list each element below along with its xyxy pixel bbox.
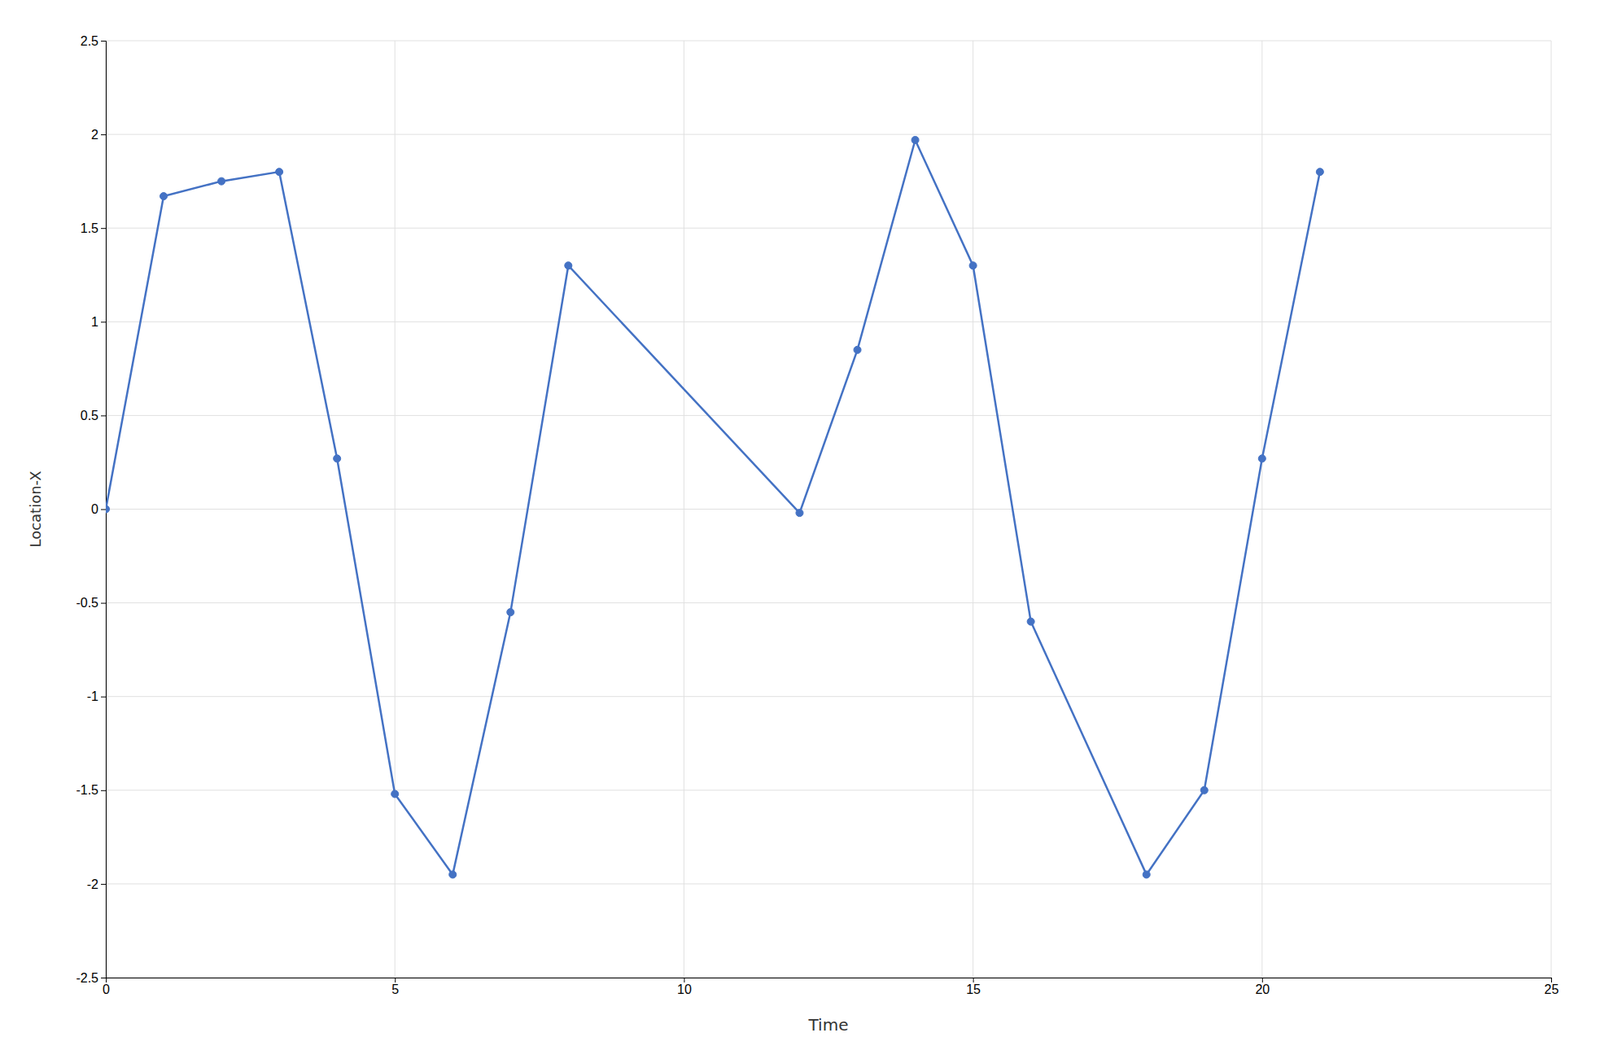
y-tick-label: 0.5 [80,408,99,423]
y-tick-label: 1 [91,314,99,329]
y-grid-line [105,883,1552,884]
y-tick-label: -0.5 [75,595,99,610]
y-tick-label: -2 [87,877,99,892]
x-tick-label: 5 [391,982,399,997]
x-tick: 15 [966,977,981,997]
y-tick-mark [100,603,106,604]
y-tick: 1 [91,314,106,329]
point [275,168,284,176]
point [507,608,515,617]
point [391,790,399,798]
point [969,262,977,270]
point [160,192,168,201]
y-tick: 2 [91,127,106,142]
y-grid-line [105,227,1552,229]
y-tick-mark [100,134,106,136]
x-axis-title: Time [808,1014,849,1035]
y-tick-label: -1.5 [75,782,99,797]
y-tick-mark [100,40,106,42]
y-tick-mark [100,227,106,229]
y-tick: 1.5 [80,221,106,236]
y-tick-mark [100,321,106,323]
x-tick-mark [1551,977,1552,983]
x-tick-label: 10 [677,982,692,997]
y-grid-line [105,321,1552,323]
y-grid-line [105,508,1552,510]
y-grid-line [105,789,1552,791]
y-grid-line [105,695,1552,697]
y-tick-mark [100,883,106,885]
point [218,177,226,185]
point [853,345,862,354]
y-tick-mark [100,696,106,698]
x-tick-label: 0 [102,982,110,997]
x-tick-mark [1262,977,1264,983]
point [1315,168,1324,176]
y-tick-label: 2.5 [80,34,99,49]
y-axis-title: Location-X [26,470,44,547]
point [1142,870,1150,879]
x-tick-label: 20 [1254,982,1270,997]
point [105,505,110,513]
chart: 0 5 10 15 20 25 -2.5 -2 -1.5 -1 -0.5 0 0.5 1 1.5 2 2.5 Ti… [0,0,1600,1059]
y-grid-line [105,415,1552,416]
point [1200,786,1208,794]
y-tick-mark [100,977,106,979]
x-tick-label: 25 [1544,982,1560,997]
y-tick: -2 [87,877,106,892]
x-tick-mark [394,977,396,983]
y-grid-line [105,134,1552,136]
x-tick: 0 [102,977,110,997]
x-tick-mark [973,977,975,983]
line [105,139,1321,875]
y-tick: -1.5 [75,782,106,797]
grid [105,40,1552,978]
x-axis-line [106,978,1552,984]
y-tick-label: 0 [91,502,99,516]
y-tick-mark [100,790,106,792]
plot: 0 5 10 15 20 25 -2.5 -2 -1.5 -1 -0.5 0 0.5 1 1.5 2 2.5 Ti… [26,34,1560,1035]
y-tick-label: 1.5 [80,221,99,236]
y-tick: -1 [87,689,106,704]
y-tick: -0.5 [75,595,106,610]
x-axis: 0 5 10 15 20 25 [102,977,1559,997]
y-grid-line [105,40,1552,42]
y-tick: 0 [91,502,106,516]
y-tick-label: 2 [91,127,99,142]
x-tick-label: 15 [966,982,981,997]
x-tick: 5 [391,977,399,997]
point [1027,617,1035,626]
point [564,262,573,270]
point [449,870,457,879]
y-grid-line [105,602,1552,604]
x-tick-mark [683,977,685,983]
y-tick: 0.5 [80,408,106,423]
point [333,454,341,463]
y-tick-mark [100,509,106,511]
y-axis-line [100,41,107,979]
x-tick: 20 [1254,977,1270,997]
x-tick: 25 [1544,977,1560,997]
y-tick-label: -2.5 [75,970,99,985]
y-tick-mark [100,415,106,416]
y-tick: 2.5 [80,34,106,49]
marks [105,135,1324,878]
x-tick: 10 [677,977,692,997]
point [1258,454,1266,463]
y-tick: -2.5 [75,970,106,985]
point [911,135,919,144]
y-tick-label: -1 [87,689,99,704]
point [795,509,804,517]
y-axis: -2.5 -2 -1.5 -1 -0.5 0 0.5 1 1.5 2 2.5 [75,34,106,985]
